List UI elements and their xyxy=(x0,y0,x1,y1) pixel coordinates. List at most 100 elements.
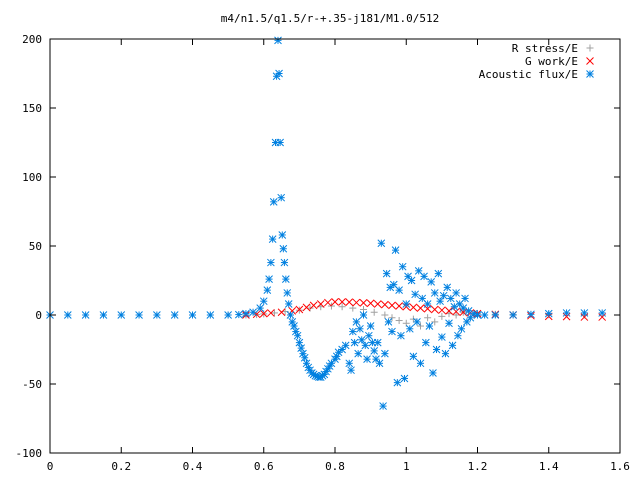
series-2-point xyxy=(427,278,436,286)
series-2-point xyxy=(345,359,354,368)
series-2-point xyxy=(425,322,434,330)
series-2-point xyxy=(391,246,400,254)
series-2-point xyxy=(418,294,427,303)
series-2-point xyxy=(420,272,428,281)
series-2-point xyxy=(265,275,273,283)
series-1-point xyxy=(316,300,325,308)
series-2-point xyxy=(81,311,90,319)
series-0-point xyxy=(270,309,278,317)
series-1-point xyxy=(302,303,311,312)
series-2-point xyxy=(242,309,250,318)
series-2-point xyxy=(117,311,126,319)
series-1-point xyxy=(259,309,268,318)
y-tick-label: 100 xyxy=(22,171,42,184)
series-0-point xyxy=(395,317,403,325)
series-1-point xyxy=(445,307,453,315)
series-2-point xyxy=(400,374,409,383)
series-2-point xyxy=(275,69,283,78)
legend-marker xyxy=(586,44,594,52)
x-tick-label: 0 xyxy=(47,460,54,473)
series-1-point xyxy=(359,299,368,307)
series-2-point xyxy=(430,289,439,297)
series-2-point xyxy=(461,294,469,303)
series-2-point xyxy=(348,327,357,336)
y-tick-label: -50 xyxy=(22,378,42,391)
series-1-point xyxy=(309,301,318,310)
series-2-point xyxy=(423,300,432,308)
series-2-point xyxy=(407,276,416,285)
series-2-point xyxy=(416,359,425,368)
series-2-point xyxy=(279,244,288,253)
series-2-point xyxy=(283,289,292,297)
series-2-point xyxy=(509,311,517,319)
series-2-point xyxy=(274,36,282,45)
x-tick-label: 0.2 xyxy=(111,460,131,473)
series-2-point xyxy=(234,310,243,319)
series-1-point xyxy=(345,298,354,307)
series-2-point xyxy=(384,318,393,326)
series-2-point xyxy=(356,324,364,333)
series-2-point xyxy=(361,341,370,350)
series-2-point xyxy=(580,309,589,317)
series-2-point xyxy=(153,311,161,319)
series-2-point xyxy=(352,318,361,326)
series-0-point xyxy=(388,314,396,322)
series-2-point xyxy=(448,341,457,350)
series-2-point xyxy=(432,345,441,354)
series-2-point xyxy=(256,304,265,312)
series-2-point xyxy=(281,275,290,283)
series-1-point xyxy=(381,300,389,309)
series-1-point xyxy=(373,300,382,308)
series-2-point xyxy=(398,262,407,271)
series-2-point xyxy=(99,311,108,319)
x-tick-label: 0.6 xyxy=(254,460,274,473)
series-2 xyxy=(46,36,607,410)
series-0-point xyxy=(431,318,439,326)
series-2-point xyxy=(295,338,304,347)
series-2-point xyxy=(439,291,448,300)
series-0-point xyxy=(417,322,424,330)
series-2-point xyxy=(284,300,293,308)
series-2-point xyxy=(411,290,420,299)
series-2-point xyxy=(350,338,359,347)
series-1-point xyxy=(352,298,361,307)
series-2-point xyxy=(445,319,453,328)
series-2-point xyxy=(459,304,468,312)
series-2-point xyxy=(364,331,373,340)
series-0-point xyxy=(424,314,432,322)
series-1-point xyxy=(438,306,446,315)
series-0-point xyxy=(370,308,378,316)
series-1-point xyxy=(366,299,375,308)
series-0-point xyxy=(409,315,417,323)
x-tick-label: 1 xyxy=(403,460,410,473)
series-2-point xyxy=(276,138,284,147)
series-2-point xyxy=(379,402,387,410)
series-2-point xyxy=(290,322,298,330)
series-1-point xyxy=(295,305,304,314)
series-2-point xyxy=(359,311,368,319)
series-2-point xyxy=(188,311,197,319)
series-2-point xyxy=(421,338,430,347)
series-1-point xyxy=(416,304,425,312)
series-2-point xyxy=(413,318,421,326)
y-tick-label: -100 xyxy=(16,447,43,460)
series-2-point xyxy=(429,369,437,377)
series-2-point xyxy=(135,311,143,319)
series-2-point xyxy=(347,366,355,375)
series-2-point xyxy=(363,355,371,364)
series-1-point xyxy=(288,307,297,315)
series-2-point xyxy=(397,331,405,340)
series-1-point xyxy=(331,298,339,306)
legend-marker xyxy=(586,57,594,65)
series-2-point xyxy=(268,235,277,243)
series-2-point xyxy=(375,359,384,368)
series-2-point xyxy=(388,327,396,336)
series-1-point xyxy=(277,308,286,317)
series-1-point xyxy=(395,302,403,310)
legend-label: R stress/E xyxy=(512,42,578,55)
series-2-point xyxy=(450,302,459,311)
x-tick-label: 0.8 xyxy=(325,460,345,473)
series-1-point xyxy=(452,307,460,316)
x-tick-label: 1.6 xyxy=(610,460,630,473)
series-1-point xyxy=(267,309,275,317)
